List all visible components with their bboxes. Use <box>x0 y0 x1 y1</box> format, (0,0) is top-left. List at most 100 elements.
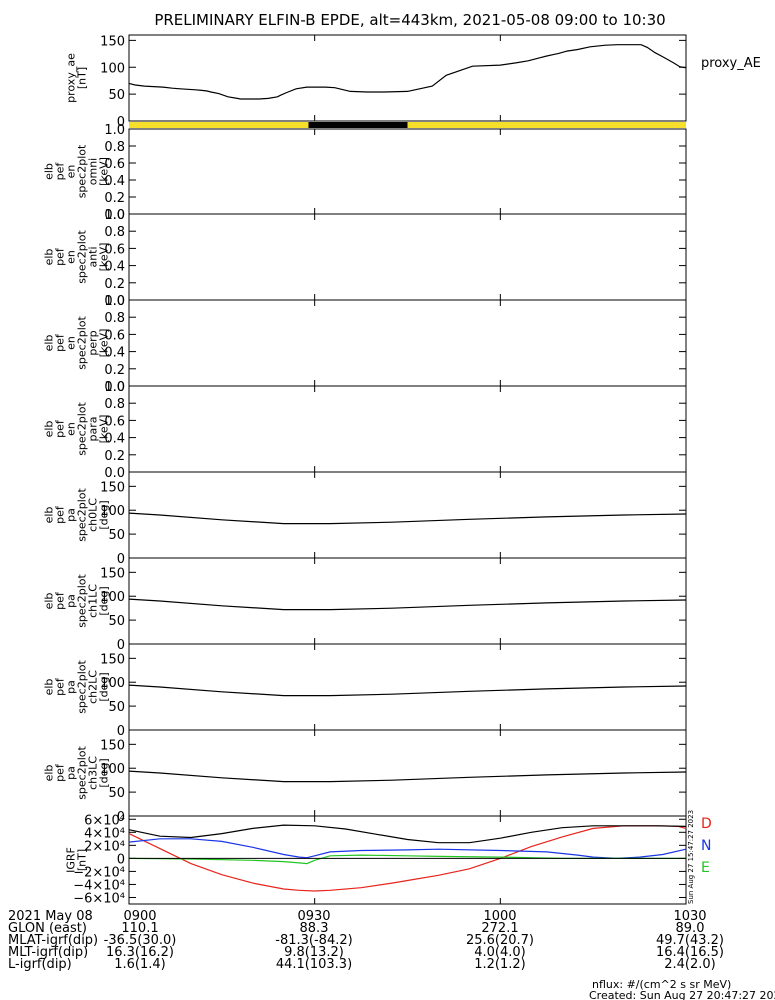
y-axis-label-line: elb <box>43 679 56 696</box>
y-axis-label-line: pef <box>54 333 67 352</box>
y-axis-label-line: [nT] <box>76 67 89 89</box>
y-tick-label: 0.4 <box>104 346 125 361</box>
row-value: 44.1(103.3) <box>276 957 352 972</box>
y-axis-label-line: spec2plot <box>76 230 89 284</box>
row-value: 9.8(13.2) <box>284 945 344 960</box>
y-axis-label-line: omni <box>87 158 100 185</box>
y-tick-label: 50 <box>108 88 125 103</box>
y-axis-label-line: en <box>65 250 78 264</box>
row-value: 16.4(16.5) <box>656 945 724 960</box>
y-axis-label-line: elb <box>43 249 56 266</box>
y-tick-label: 6×10⁴ <box>84 813 125 828</box>
row-value: 89.0 <box>676 921 705 936</box>
series-line-ch0lc <box>128 512 687 525</box>
series-line-proxy_ae <box>128 44 687 100</box>
y-axis-label-line: elb <box>43 593 56 610</box>
y-axis-label-line: ch1LC <box>87 584 100 618</box>
panel-4: 0.0 0.2 0.4 0.6 0.8 1.0 elbpefenspec2plotpara[… <box>43 380 687 481</box>
y-axis-label-line: [keV] <box>98 329 111 358</box>
y-axis-label-line: pef <box>54 162 67 181</box>
y-axis-label-line: pa <box>65 594 78 608</box>
y-tick-label: 0.8 <box>104 311 125 326</box>
y-tick-label: 100 <box>100 504 125 519</box>
series-line-ch3lc <box>128 770 687 783</box>
row-label: MLT-igrf(dip) <box>8 945 88 960</box>
y-tick-label: 0.8 <box>104 225 125 240</box>
side-timestamp: Sun Aug 27 15:47:27 2023 <box>687 810 695 904</box>
y-axis-label-line: elb <box>43 421 56 438</box>
y-axis-label-line: elb <box>43 507 56 524</box>
series-line-ch1lc <box>128 598 687 611</box>
y-axis-label-line: pef <box>54 677 67 696</box>
panel-frame <box>128 213 687 301</box>
row-value: 1.6(1.4) <box>114 957 166 972</box>
panel-frame <box>128 299 687 387</box>
row-label: L-igrf(dip) <box>8 957 72 972</box>
y-tick-label: 0.2 <box>104 449 125 464</box>
y-axis-label-line: [deg] <box>98 672 111 701</box>
y-tick-label: 50 <box>108 700 125 715</box>
y-tick-label: −2×10⁴ <box>73 865 125 880</box>
y-axis-label-line: pef <box>54 591 67 610</box>
y-axis-label-line: spec2plot <box>76 316 89 370</box>
legend-entry: D <box>701 816 712 832</box>
y-tick-label: 50 <box>108 614 125 629</box>
y-axis-label-line: en <box>65 422 78 436</box>
y-tick-label: 100 <box>100 590 125 605</box>
panel-1: 0.0 0.2 0.4 0.6 0.8 1.0 elbpefenspec2plotomni[… <box>43 123 687 223</box>
y-axis-label-line: [keV] <box>98 157 111 186</box>
panel-frame <box>128 128 687 215</box>
y-tick-label: 2×10⁴ <box>84 839 125 854</box>
row-value: 49.7(43.2) <box>656 933 724 948</box>
y-tick-label: 0 <box>117 852 125 867</box>
y-tick-label: 0.4 <box>104 432 125 447</box>
y-axis-label-line: en <box>65 336 78 350</box>
y-tick-label: 0.6 <box>104 328 125 343</box>
y-axis-label-line: ch2LC <box>87 670 100 704</box>
row-label: GLON (east) <box>8 921 87 936</box>
panel-frame <box>128 385 687 473</box>
y-axis-label-line: [deg] <box>98 586 111 615</box>
row-value: 110.1 <box>121 921 158 936</box>
y-axis-label-line: elb <box>43 765 56 782</box>
y-tick-label: 0 <box>117 724 125 739</box>
row-value: 1030 <box>673 909 706 924</box>
y-axis-label-line: spec2plot <box>76 488 89 542</box>
y-tick-label: 100 <box>100 762 125 777</box>
row-value: -81.3(-84.2) <box>275 933 352 948</box>
y-axis-label-line: spec2plot <box>76 144 89 198</box>
y-axis-label-line: pa <box>65 766 78 780</box>
y-tick-label: 0 <box>117 638 125 653</box>
y-axis-label-line: proxy_ae <box>65 53 78 103</box>
x-axis-annotation-rows: 2021 May 08 0900 0930 1000 1030 GLON (east) 11… <box>8 909 724 972</box>
y-axis-label-line: pa <box>65 508 78 522</box>
y-tick-label: 150 <box>100 480 125 495</box>
y-axis-label-line: elb <box>43 163 56 180</box>
y-tick-label: 0.6 <box>104 157 125 172</box>
row-value: 16.3(16.2) <box>106 945 174 960</box>
row-value: 4.0(4.0) <box>474 945 526 960</box>
row-value: 1.2(1.2) <box>474 957 526 972</box>
row-value: 0900 <box>123 909 156 924</box>
panel-0: 0 50 100 150 proxy_ae[nT] proxy_AE <box>65 34 761 130</box>
y-axis-label-line: perp <box>87 330 100 355</box>
panel-3: 0.0 0.2 0.4 0.6 0.8 1.0 elbpefenspec2plotperp[… <box>43 294 687 395</box>
zone-bar-segment <box>308 122 408 128</box>
row-value: 0930 <box>297 909 330 924</box>
panels: 050100150proxy_ae[nT]proxy_AE0.00.20.40.… <box>43 34 761 906</box>
y-tick-label: 0.0 <box>104 466 125 481</box>
y-tick-label: 0.8 <box>104 397 125 412</box>
y-axis-label-line: pef <box>54 419 67 438</box>
panel-frame <box>128 34 687 122</box>
row-value: 1000 <box>483 909 516 924</box>
y-tick-label: 0.2 <box>104 191 125 206</box>
y-tick-label: 0 <box>117 810 125 825</box>
panel-9: −6×10⁴−4×10⁴−2×10⁴02×10⁴4×10⁴6×10⁴IGRF[n… <box>65 813 712 906</box>
y-tick-label: 1.0 <box>104 123 125 138</box>
y-tick-label: 50 <box>108 786 125 801</box>
y-tick-label: 1.0 <box>104 294 125 309</box>
